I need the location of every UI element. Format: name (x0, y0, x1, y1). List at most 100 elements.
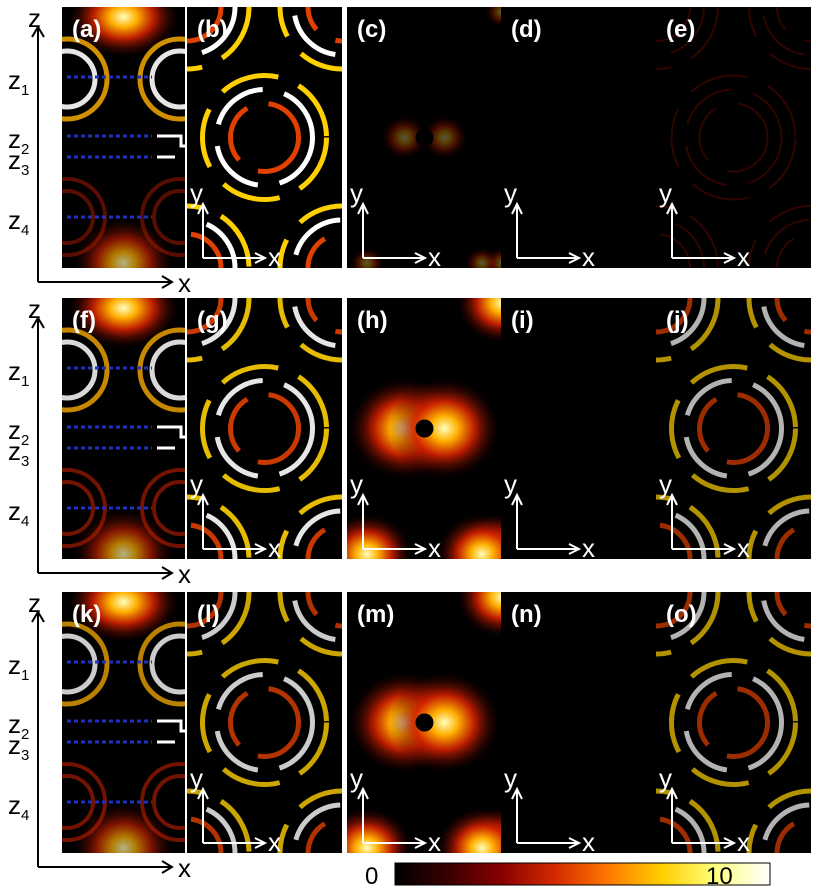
ring-arc (698, 102, 769, 173)
y-axis-label: y (659, 178, 672, 208)
ring-arc (214, 378, 315, 479)
y-axis-arrowhead (357, 201, 369, 215)
ring-gap (743, 7, 811, 75)
x-axis-arrowhead (254, 543, 268, 555)
x-axis-arrowhead (414, 837, 428, 849)
x-axis-label: x (268, 827, 281, 857)
dipole-core (415, 713, 434, 732)
x-axis-label: x (428, 242, 441, 272)
x-axis-label: x (582, 242, 595, 272)
x-axis-arrowhead (568, 543, 582, 555)
ring-arc (669, 658, 798, 787)
x-axis-arrowhead (414, 543, 428, 555)
xy-panel: y x (m) (347, 592, 502, 857)
ring-gap (665, 69, 802, 206)
ring-arc (697, 686, 770, 759)
hot-spot (437, 808, 502, 853)
ring-arc (62, 480, 95, 536)
z-level-label: z3 (8, 145, 29, 179)
x-axis-label: x (178, 268, 191, 298)
z-level-label: z2 (8, 709, 29, 743)
x-axis-label: x (737, 533, 750, 563)
panel-label: (m) (357, 601, 394, 628)
xy-panel: y x (i) (501, 298, 656, 563)
panel-label: (c) (357, 16, 386, 43)
panel-background (501, 7, 656, 268)
hot-spot (381, 115, 428, 160)
y-axis-label: y (350, 763, 363, 793)
ring-arc (200, 73, 329, 202)
y-axis-arrowhead (511, 492, 523, 506)
z-level-label: z1 (8, 650, 29, 684)
panel-label: (e) (666, 16, 695, 43)
ring-arc (62, 621, 110, 707)
z-axis-arrowhead (31, 316, 45, 329)
ring-arc (152, 774, 185, 830)
x-axis-arrowhead (723, 543, 737, 555)
hot-spot (485, 7, 502, 28)
colorbar-gradient (394, 862, 771, 886)
z-level-label: z1 (8, 65, 29, 99)
y-axis-arrowhead (357, 786, 369, 800)
ring-arc (140, 762, 185, 842)
panel-label: (h) (357, 307, 388, 334)
slice-marker (157, 425, 185, 439)
x-axis-label: x (582, 827, 595, 857)
panel-label: (k) (72, 601, 101, 628)
xy-panel: y x (h) (347, 298, 502, 563)
xy-panel: y x (o) (656, 592, 811, 857)
xy-panel: y x (j) (656, 298, 811, 563)
ring-arc (214, 672, 315, 773)
y-axis-arrowhead (511, 201, 523, 215)
ring-arc (683, 378, 784, 479)
ring-arc (137, 621, 185, 707)
ring-arc (684, 88, 783, 187)
y-axis-arrowhead (666, 492, 678, 506)
hot-spot (437, 514, 502, 559)
panel-label: (n) (511, 601, 542, 628)
slice-marker (157, 719, 185, 733)
hot-spot (389, 672, 500, 773)
side-panel: (f) (62, 298, 185, 559)
panel-label: (g) (197, 307, 228, 334)
ring-arc (62, 774, 95, 830)
ring-arc (62, 339, 98, 401)
y-axis-label: y (350, 178, 363, 208)
x-axis-arrowhead (568, 837, 582, 849)
y-axis-arrowhead (666, 201, 678, 215)
y-axis-arrowhead (197, 201, 209, 215)
hot-spot (421, 115, 468, 160)
slice-marker (157, 134, 185, 148)
x-axis-arrowhead (161, 275, 174, 289)
ring-arc (149, 339, 185, 401)
ring-gap (743, 200, 811, 268)
x-axis-arrowhead (254, 837, 268, 849)
dipole-core (415, 128, 434, 147)
x-axis-label: x (178, 559, 191, 589)
hot-spot (68, 7, 179, 57)
xy-panel: y x (e) (656, 7, 811, 272)
panel-label: (d) (511, 16, 542, 43)
y-axis-arrowhead (511, 786, 523, 800)
ring-arc (137, 36, 185, 122)
ring-arc (149, 48, 185, 110)
y-axis-label: y (190, 763, 203, 793)
y-axis-label: y (504, 178, 517, 208)
hot-spot (73, 803, 174, 853)
ring-arc (140, 468, 185, 548)
ring-arc (152, 480, 185, 536)
hot-spot (73, 509, 174, 559)
ring-arc (62, 48, 98, 110)
z-level-label: z4 (8, 496, 29, 530)
xy-panel: y x (g) (187, 298, 342, 563)
ring-arc (228, 101, 301, 174)
z-level-label: z4 (8, 205, 29, 239)
dipole-core (415, 419, 434, 438)
ring-arc (62, 327, 110, 413)
x-axis-label: x (268, 533, 281, 563)
ring-arc (214, 87, 315, 188)
ring-arc (669, 364, 798, 493)
